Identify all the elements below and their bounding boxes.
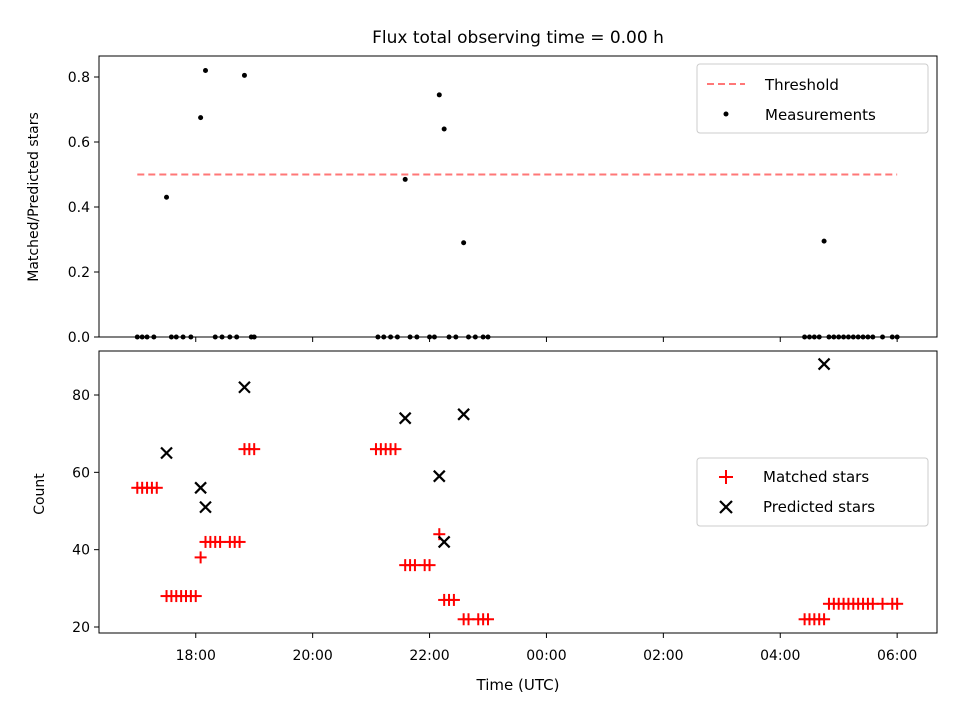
measurement-point bbox=[402, 176, 408, 182]
matched-star-point bbox=[189, 590, 202, 603]
measurement-point bbox=[821, 238, 827, 244]
top-title: Flux total observing time = 0.00 h bbox=[372, 28, 664, 48]
bottom-x-tick-label: 06:00 bbox=[877, 648, 917, 664]
bottom-x-tick-label: 04:00 bbox=[760, 648, 800, 664]
bottom-legend: Matched stars Predicted stars bbox=[696, 457, 929, 527]
bottom-y-ticks: 20 40 60 80 bbox=[72, 388, 99, 636]
measurement-point bbox=[461, 240, 467, 246]
matched-star-point bbox=[389, 443, 402, 456]
measurements-legend-swatch bbox=[723, 111, 729, 117]
bottom-x-tick-label: 02:00 bbox=[643, 648, 683, 664]
bottom-x-tick-label: 20:00 bbox=[292, 648, 332, 664]
threshold-legend-label: Threshold bbox=[764, 76, 839, 94]
bottom-y-tick-label: 80 bbox=[72, 388, 90, 404]
top-y-tick-label: 0.4 bbox=[68, 200, 90, 216]
predicted-star-point bbox=[457, 408, 470, 421]
bottom-plot-frame bbox=[98, 350, 938, 634]
matched-star-point bbox=[447, 593, 460, 606]
measurements-legend-label: Measurements bbox=[765, 106, 876, 124]
matched-star-point bbox=[248, 443, 261, 456]
bottom-x-tick-label: 00:00 bbox=[526, 648, 566, 664]
bottom-legend-box bbox=[696, 457, 929, 527]
bottom-xlabel: Time (UTC) bbox=[476, 676, 560, 694]
measurement-point bbox=[241, 72, 247, 78]
bottom-x-tick-label: 22:00 bbox=[409, 648, 449, 664]
bottom-y-tick-label: 60 bbox=[72, 465, 90, 481]
bottom-x-ticks: 18:00 20:00 22:00 00:00 02:00 04:00 06:00 bbox=[176, 633, 917, 664]
predicted-star-point bbox=[238, 380, 251, 394]
predicted-star-point bbox=[194, 481, 207, 495]
measurement-point bbox=[198, 115, 204, 121]
top-legend-box bbox=[696, 63, 929, 134]
top-y-ticks: 0.0 0.2 0.4 0.6 0.8 bbox=[68, 70, 99, 346]
matched-star-point bbox=[423, 559, 436, 572]
predicted-star-point bbox=[160, 446, 173, 460]
matched-star-point bbox=[482, 613, 494, 626]
top-plot-frame bbox=[98, 55, 938, 338]
bottom-x-tick-label: 18:00 bbox=[176, 648, 216, 664]
bottom-y-tick-label: 40 bbox=[72, 543, 90, 559]
matched-star-point bbox=[194, 551, 207, 564]
predicted-star-point bbox=[398, 411, 412, 425]
top-y-tick-label: 0.0 bbox=[68, 330, 90, 346]
measurement-point bbox=[441, 126, 447, 132]
top-y-tick-label: 0.2 bbox=[68, 265, 90, 281]
predicted-star-point bbox=[199, 500, 212, 514]
top-y-tick-label: 0.8 bbox=[68, 70, 90, 86]
measurement-point bbox=[164, 194, 170, 200]
matched-star-point bbox=[233, 535, 246, 548]
predicted-star-point bbox=[433, 469, 446, 483]
bottom-y-tick-label: 20 bbox=[72, 620, 90, 636]
predicted-star-point bbox=[817, 357, 831, 371]
matched-star-point bbox=[818, 613, 831, 626]
predicted-stars-legend-swatch bbox=[719, 500, 733, 514]
measurement-point bbox=[202, 68, 208, 73]
measurement-point bbox=[436, 92, 442, 98]
top-ylabel: Matched/Predicted stars bbox=[26, 112, 42, 282]
top-legend: Threshold Measurements bbox=[696, 63, 929, 134]
predicted-stars-legend-label: Predicted stars bbox=[763, 498, 875, 516]
predicted-stars-series bbox=[160, 357, 831, 549]
matched-stars-legend-swatch bbox=[719, 470, 733, 484]
matched-stars-series bbox=[131, 443, 904, 626]
matched-stars-legend-label: Matched stars bbox=[763, 468, 869, 486]
matched-star-point bbox=[891, 597, 904, 610]
bottom-ylabel: Count bbox=[32, 473, 48, 515]
predicted-star-point bbox=[437, 535, 451, 549]
matched-star-point bbox=[150, 481, 163, 494]
top-y-tick-label: 0.6 bbox=[68, 135, 90, 151]
